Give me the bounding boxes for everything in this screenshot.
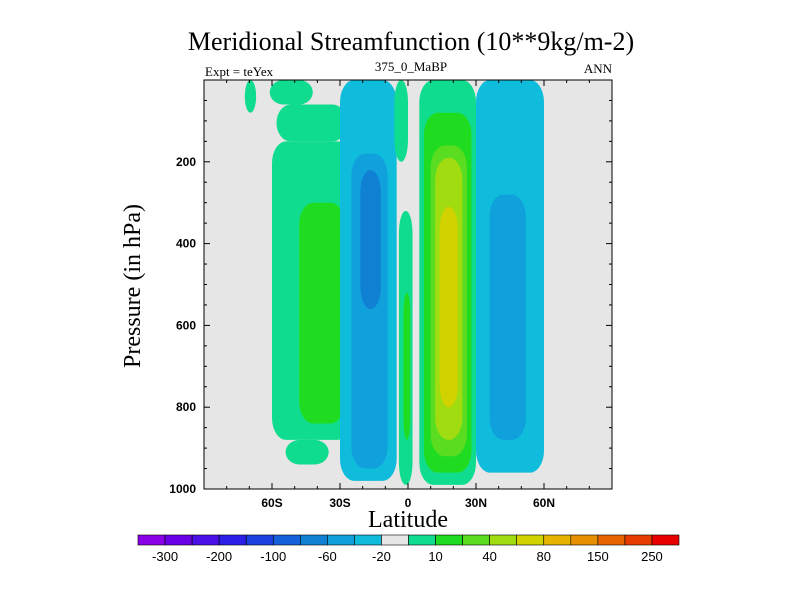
y-tick-label: 800 [176, 400, 196, 414]
colorbar-swatch [516, 534, 545, 546]
contour-plot-area [203, 79, 613, 490]
contour-region-9 [360, 169, 381, 310]
colorbar-swatch [408, 534, 436, 546]
colorbar-swatch [327, 534, 355, 546]
x-tick-label: 60S [261, 496, 282, 510]
colorbar-label: -100 [260, 549, 286, 564]
colorbar-swatch [462, 534, 490, 546]
colorbar-label: 10 [428, 549, 442, 564]
contour-region-3 [276, 104, 347, 142]
colorbar-swatch [218, 534, 247, 546]
contour-region-10 [394, 80, 408, 162]
colorbar-swatch [191, 534, 220, 546]
contour-region-1 [244, 80, 257, 113]
colorbar-label: -200 [206, 549, 232, 564]
colorbar-label: 150 [587, 549, 609, 564]
colorbar-swatch [245, 534, 274, 546]
colorbar-label: 40 [482, 549, 496, 564]
contour-region-17 [439, 206, 458, 408]
x-axis: 60S 30S 0 30N 60N [226, 80, 590, 510]
colorbar-swatch [381, 534, 409, 546]
season-label: ANN [584, 61, 613, 76]
period-label: 375_0_MaBP [375, 59, 447, 74]
colorbar-swatch [354, 534, 382, 546]
colorbar-swatch [624, 534, 653, 546]
colorbar: -300 -200 -100 -60 -20 10 40 80 150 250 [137, 534, 680, 564]
colorbar-label: 80 [537, 549, 551, 564]
colorbar-swatch [435, 534, 463, 546]
colorbar-swatch [137, 534, 166, 546]
contour-region-2 [269, 80, 313, 105]
colorbar-swatch [299, 534, 328, 546]
colorbar-swatch [570, 534, 599, 546]
colorbar-swatch [164, 534, 193, 546]
x-tick-label: 30S [329, 496, 350, 510]
colorbar-label: -60 [318, 549, 337, 564]
y-tick-label: 1000 [169, 482, 196, 496]
colorbar-swatch [651, 534, 680, 546]
y-axis-label: Pressure (in hPa) [120, 204, 146, 368]
y-tick-label: 200 [176, 155, 196, 169]
experiment-label: Expt = teYex [205, 64, 274, 79]
y-tick-label: 600 [176, 318, 196, 332]
contour-region-19 [489, 194, 526, 440]
x-tick-label: 0 [405, 496, 412, 510]
chart-title: Meridional Streamfunction (10**9kg/m-2) [188, 27, 634, 56]
colorbar-label: -300 [152, 549, 178, 564]
colorbar-swatch [597, 534, 626, 546]
y-tick-label: 400 [176, 237, 196, 251]
colorbar-swatch [543, 534, 572, 546]
colorbar-label: -20 [372, 549, 391, 564]
contour-region-5 [285, 439, 329, 465]
y-axis: 200 400 600 800 1000 [169, 99, 612, 496]
x-axis-label: Latitude [368, 507, 448, 533]
colorbar-label: 250 [641, 549, 663, 564]
colorbar-swatch [489, 534, 517, 546]
x-tick-label: 60N [533, 496, 555, 510]
colorbar-swatch [272, 534, 301, 546]
contour-region-12 [403, 292, 411, 440]
contour-region-6 [299, 202, 345, 424]
x-tick-label: 30N [465, 496, 487, 510]
